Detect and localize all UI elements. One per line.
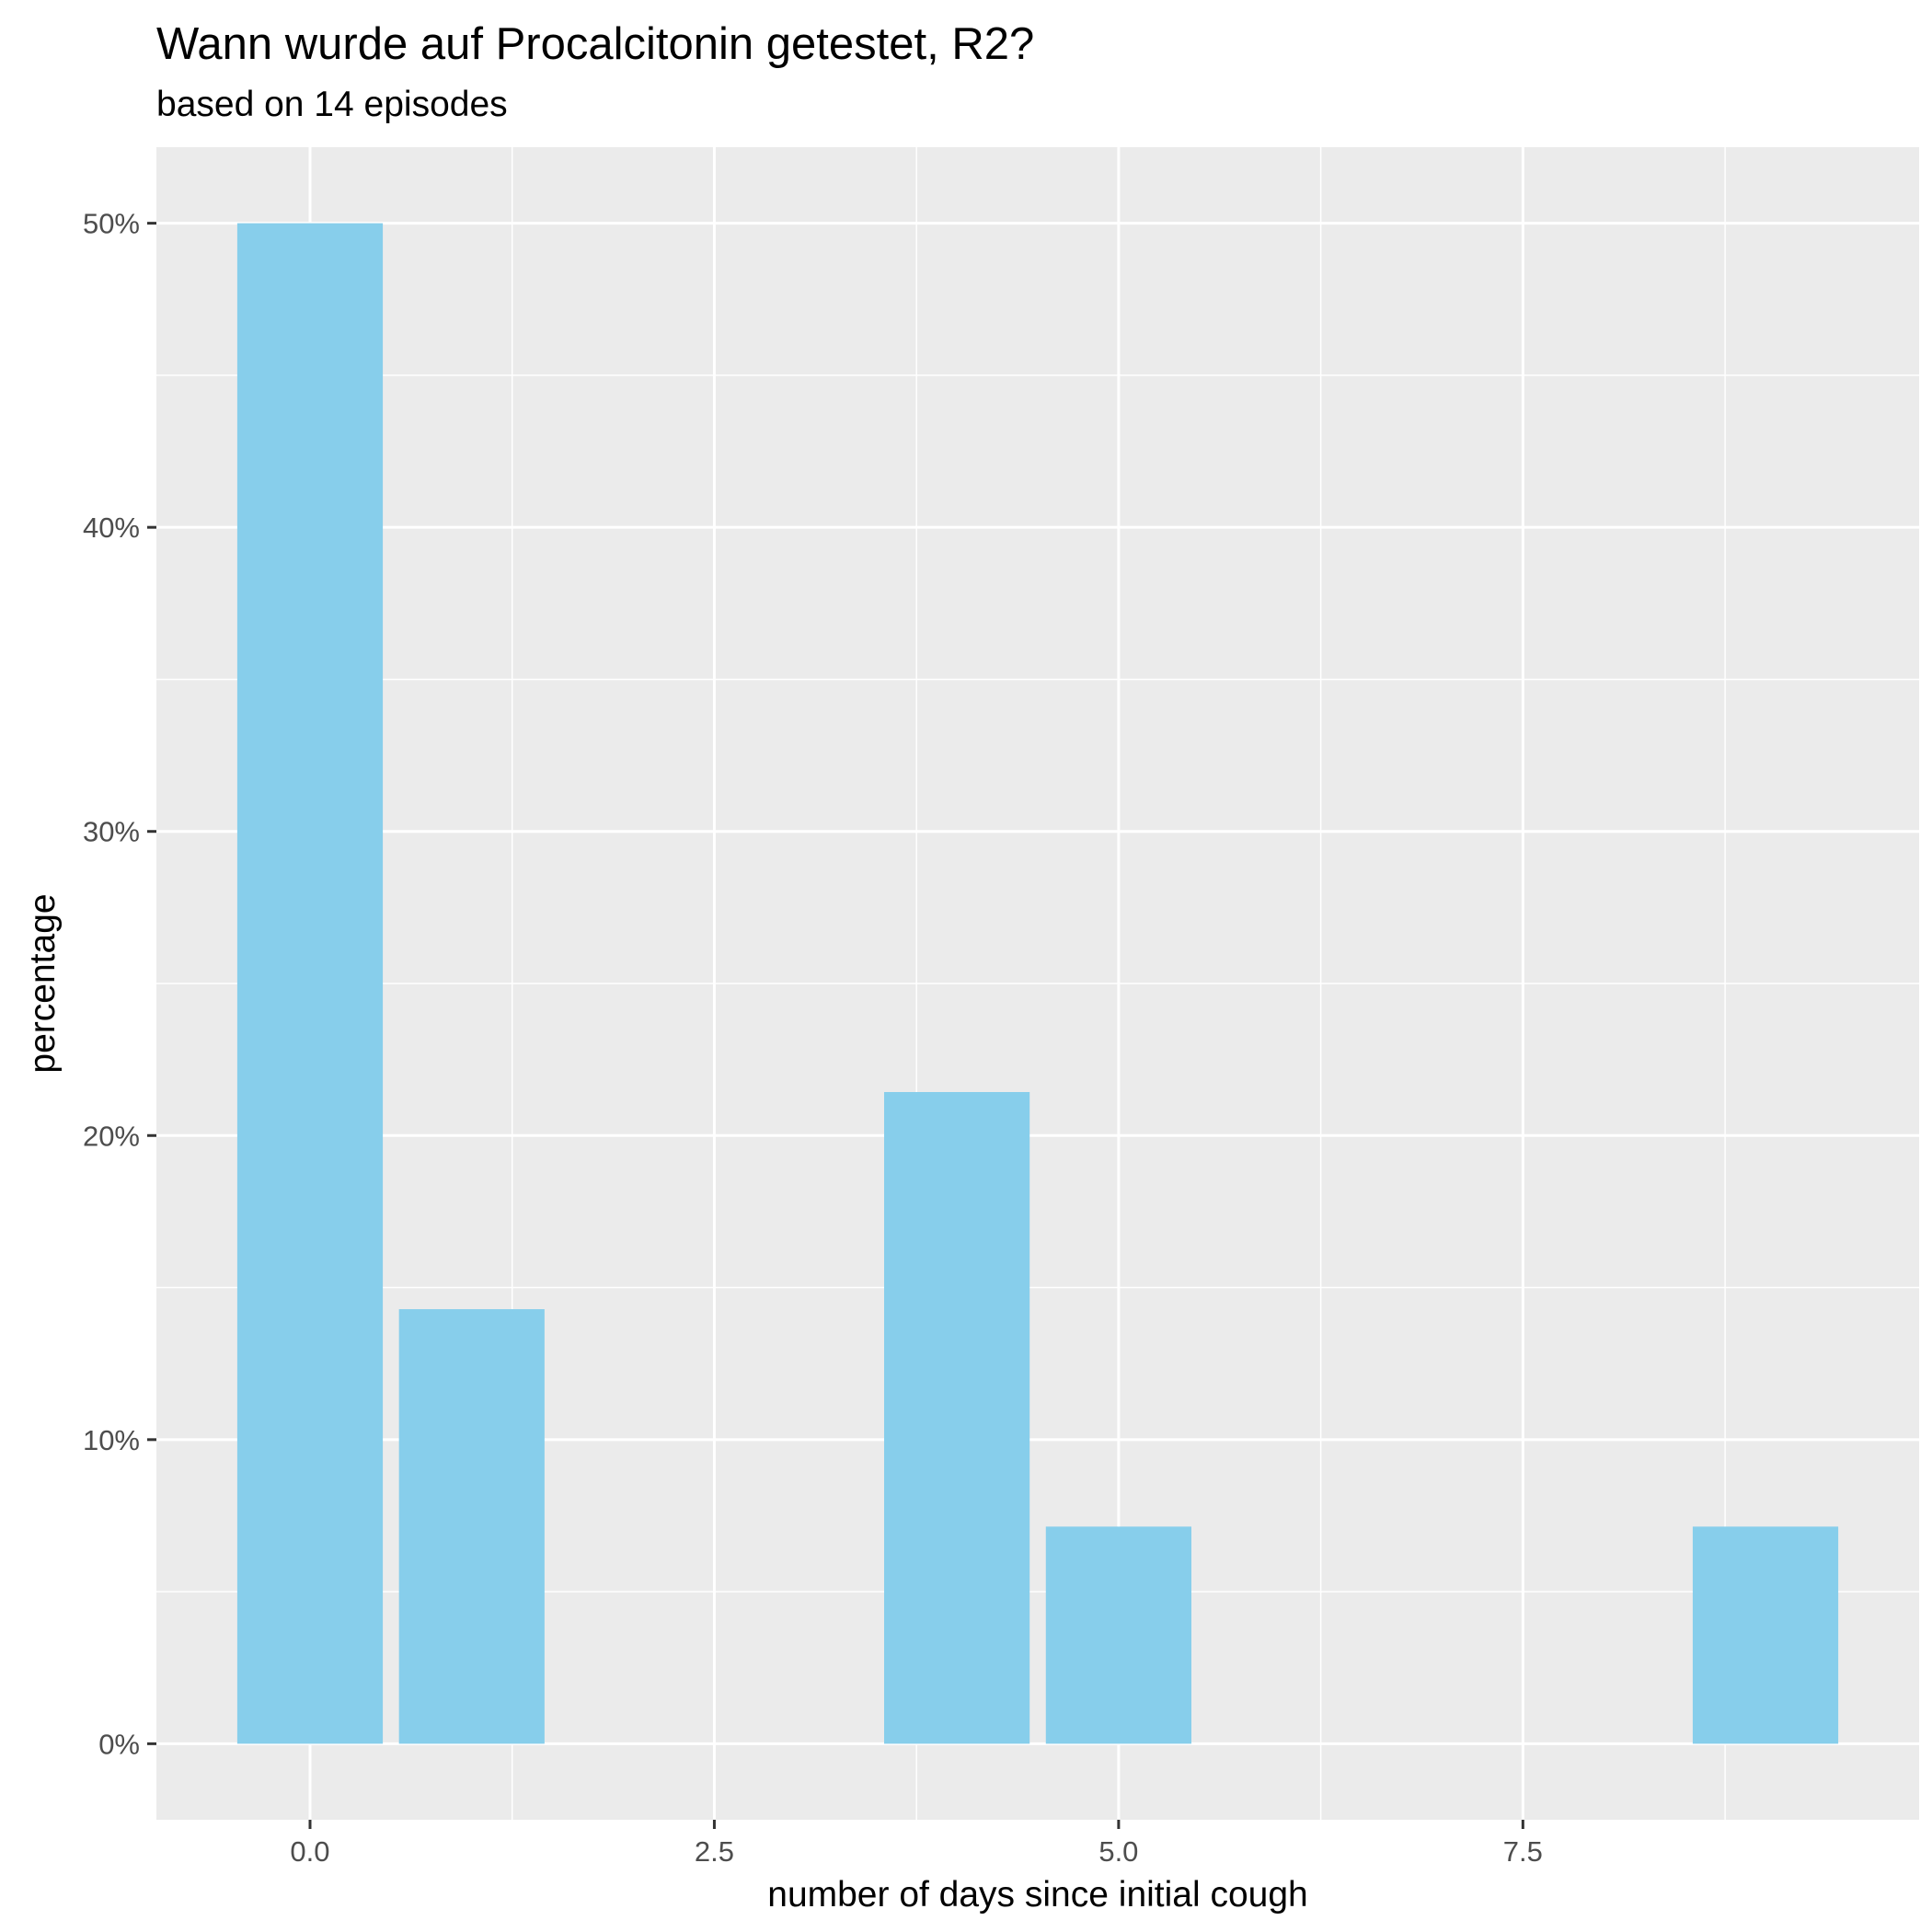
bar [398, 1309, 545, 1744]
chart-title: Wann wurde auf Procalcitonin getestet, R… [156, 19, 1034, 69]
y-tick-label: 0% [98, 1728, 140, 1760]
bar [1692, 1526, 1839, 1744]
x-tick-label: 7.5 [1503, 1835, 1543, 1868]
y-tick-label: 30% [83, 816, 140, 848]
bar [236, 223, 384, 1744]
y-axis-title: percentage [23, 893, 63, 1073]
y-tick-label: 20% [83, 1120, 140, 1152]
x-axis-title: number of days since initial cough [767, 1875, 1308, 1915]
x-tick-label: 2.5 [695, 1835, 734, 1868]
x-tick-label: 5.0 [1098, 1835, 1138, 1868]
x-tick-label: 0.0 [290, 1835, 329, 1868]
chart-subtitle: based on 14 episodes [156, 85, 508, 124]
bar [1045, 1526, 1191, 1744]
x-axis: 0.0 2.5 5.0 7.5 [290, 1820, 1543, 1868]
y-tick-label: 10% [83, 1424, 140, 1456]
y-tick-label: 40% [83, 512, 140, 544]
bar [884, 1092, 1030, 1744]
bars [236, 223, 1839, 1744]
y-axis: 0% 10% 20% 30% 40% 50% [83, 208, 156, 1760]
y-tick-label: 50% [83, 208, 140, 240]
